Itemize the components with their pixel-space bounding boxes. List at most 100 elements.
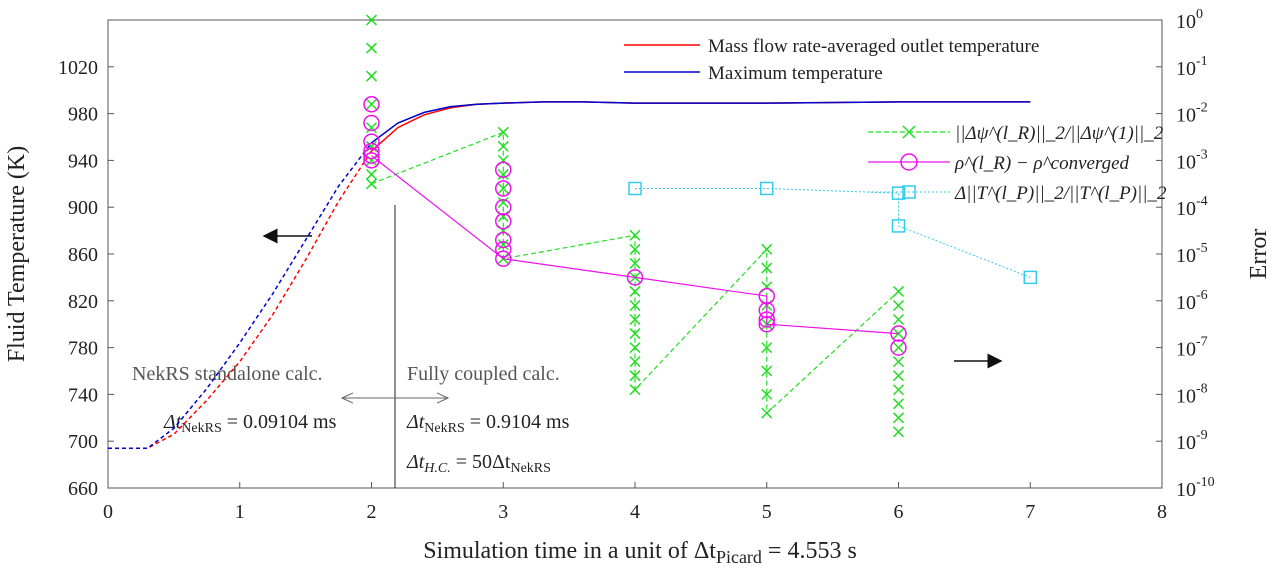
- error-point-circle: [758, 315, 775, 333]
- legend-label-rho: ρ^(l_R) − ρ^converged: [954, 153, 1130, 174]
- x-axis-title: Simulation time in a unit of ΔtPicard = …: [423, 538, 857, 567]
- x-tick-label: 1: [235, 501, 245, 523]
- y-right-tick-label: 10-6: [1176, 288, 1208, 314]
- error-point-x: [629, 370, 641, 382]
- error-point-x: [892, 398, 905, 410]
- error-point-x: [497, 196, 509, 209]
- legend-marker-rho: [900, 153, 918, 171]
- error-point-circle: [495, 180, 512, 197]
- left-y-axis-ticks: 660 700 740 780 820 860 900 940 980 1020: [58, 57, 114, 500]
- error-point-circle: [890, 339, 907, 356]
- error-point-x: [365, 70, 378, 82]
- error-line-2: [371, 131, 899, 415]
- x-axis-ticks: 0 1 2 3 4 5 6 7 8: [103, 482, 1167, 523]
- error-point-circle: [363, 147, 380, 164]
- error-point-x: [629, 342, 641, 354]
- x-tick-label: 8: [1157, 501, 1167, 523]
- dt-hc-pre: Δt: [406, 451, 425, 473]
- error-point-x: [497, 140, 509, 152]
- error-point-square: [1023, 270, 1037, 285]
- error-point-circle: [495, 198, 512, 216]
- temperature-line-coupled-1: [371, 101, 1031, 144]
- error-point-circle: [363, 114, 380, 132]
- error-point-x: [497, 168, 509, 180]
- error-point-x: [761, 262, 773, 274]
- x-tick-label: 4: [630, 501, 640, 523]
- dt-standalone-pre: Δt: [163, 411, 182, 433]
- left-y-axis-title: Fluid Temperature (K): [4, 146, 30, 362]
- error-point-x: [892, 313, 905, 326]
- y-left-tick-label: 1020: [58, 57, 98, 79]
- error-point-x: [892, 384, 905, 396]
- y-left-tick-label: 860: [68, 244, 98, 266]
- y-right-tick-label: 10-10: [1176, 475, 1215, 501]
- error-point-circle: [758, 287, 775, 305]
- error-point-x: [497, 126, 509, 138]
- error-point-x: [892, 370, 905, 382]
- error-point-circle: [495, 212, 512, 230]
- x-axis-title-tail: = 4.553 s: [762, 538, 857, 564]
- dt-coupled-label: ΔtNekRS = 0.9104 ms: [406, 411, 570, 436]
- error-point-circle: [495, 161, 512, 179]
- standalone-label: NekRS standalone calc.: [132, 363, 323, 385]
- error-point-x: [629, 313, 641, 326]
- error-point-x: [629, 328, 641, 340]
- error-point-x: [761, 407, 773, 419]
- error-point-circle: [758, 301, 775, 319]
- error-point-square: [760, 181, 774, 196]
- error-point-circle: [890, 325, 907, 342]
- y-left-tick-label: 820: [68, 291, 98, 313]
- temperature-line-coupled-0: [371, 101, 1031, 152]
- temperature-line-standalone-0: [108, 150, 373, 449]
- legend-label-outlet-temperature: Mass flow rate-averaged outlet temperatu…: [708, 36, 1039, 57]
- y-right-tick-label: 10-2: [1176, 101, 1208, 127]
- error-point-x: [892, 299, 905, 312]
- y-right-tick-label: 10-3: [1176, 147, 1208, 173]
- dt-coupled-sub: NekRS: [424, 421, 464, 436]
- y-right-tick-label: 10-4: [1176, 194, 1208, 220]
- error-point-circle: [363, 133, 380, 150]
- error-point-circle: [363, 95, 380, 113]
- dt-standalone-sub: NekRS: [181, 421, 221, 436]
- error-point-x: [892, 426, 905, 438]
- y-left-tick-label: 660: [68, 478, 98, 500]
- y-right-tick-label: 10-1: [1176, 54, 1208, 80]
- error-point-circle: [626, 269, 644, 286]
- dt-standalone-label: ΔtNekRS = 0.09104 ms: [163, 411, 337, 436]
- error-point-circle: [758, 311, 775, 328]
- error-point-circle: [363, 142, 380, 160]
- y-right-tick-label: 10-8: [1176, 381, 1208, 407]
- error-point-x: [761, 342, 773, 354]
- error-point-x: [892, 412, 905, 424]
- dt-hc-sub2: NekRS: [510, 461, 550, 476]
- y-left-tick-label: 980: [68, 104, 98, 126]
- dt-coupled-pre: Δt: [406, 411, 425, 433]
- legend-marker-dpsi: [902, 125, 916, 139]
- error-point-x: [761, 388, 773, 400]
- y-left-tick-label: 700: [68, 431, 98, 453]
- dt-standalone-val: = 0.09104 ms: [222, 411, 337, 433]
- error-point-x: [629, 229, 641, 241]
- error-line-3: [371, 155, 899, 335]
- x-tick-label: 6: [894, 501, 904, 523]
- dt-coupled-val: = 0.9104 ms: [465, 411, 570, 433]
- legend-label-dT: Δ||T^(l_P)||_2/||T^(l_P)||_2: [954, 183, 1167, 204]
- x-axis-title-main: Simulation time in a unit of Δt: [423, 538, 716, 564]
- y-left-tick-label: 740: [68, 384, 98, 406]
- y-right-tick-label: 100: [1176, 7, 1203, 33]
- series-layer: [108, 14, 1037, 449]
- error-point-x: [761, 365, 773, 377]
- coupled-label: Fully coupled calc.: [407, 363, 560, 385]
- y-right-tick-label: 10-5: [1176, 241, 1208, 267]
- error-point-square: [628, 181, 642, 196]
- legend-label-max-temperature: Maximum temperature: [708, 63, 883, 84]
- error-point-circle: [495, 231, 512, 249]
- error-point-x: [365, 42, 378, 54]
- x-tick-label: 3: [498, 501, 508, 523]
- y-left-tick-label: 780: [68, 338, 98, 360]
- error-point-square: [891, 186, 906, 200]
- error-point-x: [365, 168, 378, 180]
- y-left-tick-label: 940: [68, 150, 98, 172]
- error-point-circle: [495, 241, 512, 258]
